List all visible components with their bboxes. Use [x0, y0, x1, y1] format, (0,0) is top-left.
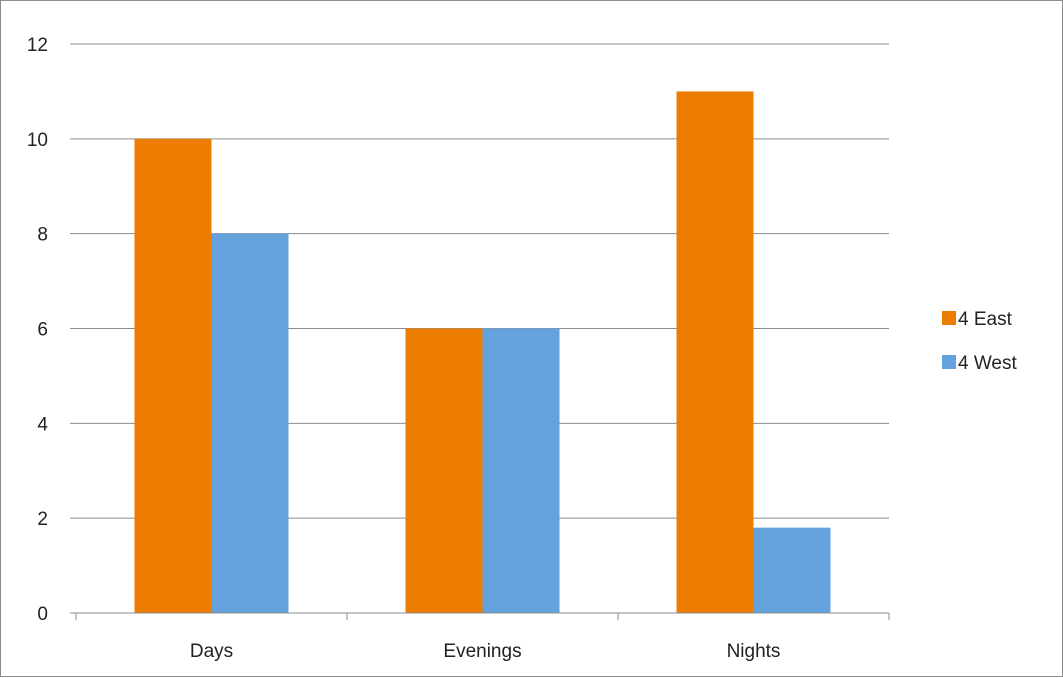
legend: 4 East 4 West [942, 309, 1018, 374]
x-tick-label-nights: Nights [727, 641, 781, 662]
y-tick-label-12: 12 [27, 35, 48, 56]
y-tick-label-4: 4 [37, 414, 48, 435]
legend-label-4-west: 4 West [958, 353, 1018, 374]
legend-swatch-4-west [942, 355, 956, 369]
bar-4-east-nights [676, 91, 754, 613]
bar-4-east-days [134, 138, 212, 614]
y-tick-label-0: 0 [37, 604, 48, 625]
bar-4-west-nights [753, 527, 831, 613]
x-tick-label-days: Days [190, 641, 233, 662]
legend-label-4-east: 4 East [958, 309, 1013, 330]
bar-4-east-evenings [405, 328, 483, 613]
y-tick-label-6: 6 [37, 320, 48, 341]
axes [70, 612, 890, 620]
x-tick-label-evenings: Evenings [443, 641, 521, 662]
bars [134, 91, 831, 614]
bar-4-west-days [211, 233, 289, 613]
axis-labels: 0 2 4 6 8 10 12 Days Evenings Nights [27, 35, 781, 662]
y-tick-label-2: 2 [37, 509, 48, 530]
legend-swatch-4-east [942, 311, 956, 325]
bar-4-west-evenings [482, 328, 560, 613]
y-tick-label-8: 8 [37, 225, 48, 246]
y-tick-label-10: 10 [27, 130, 48, 151]
